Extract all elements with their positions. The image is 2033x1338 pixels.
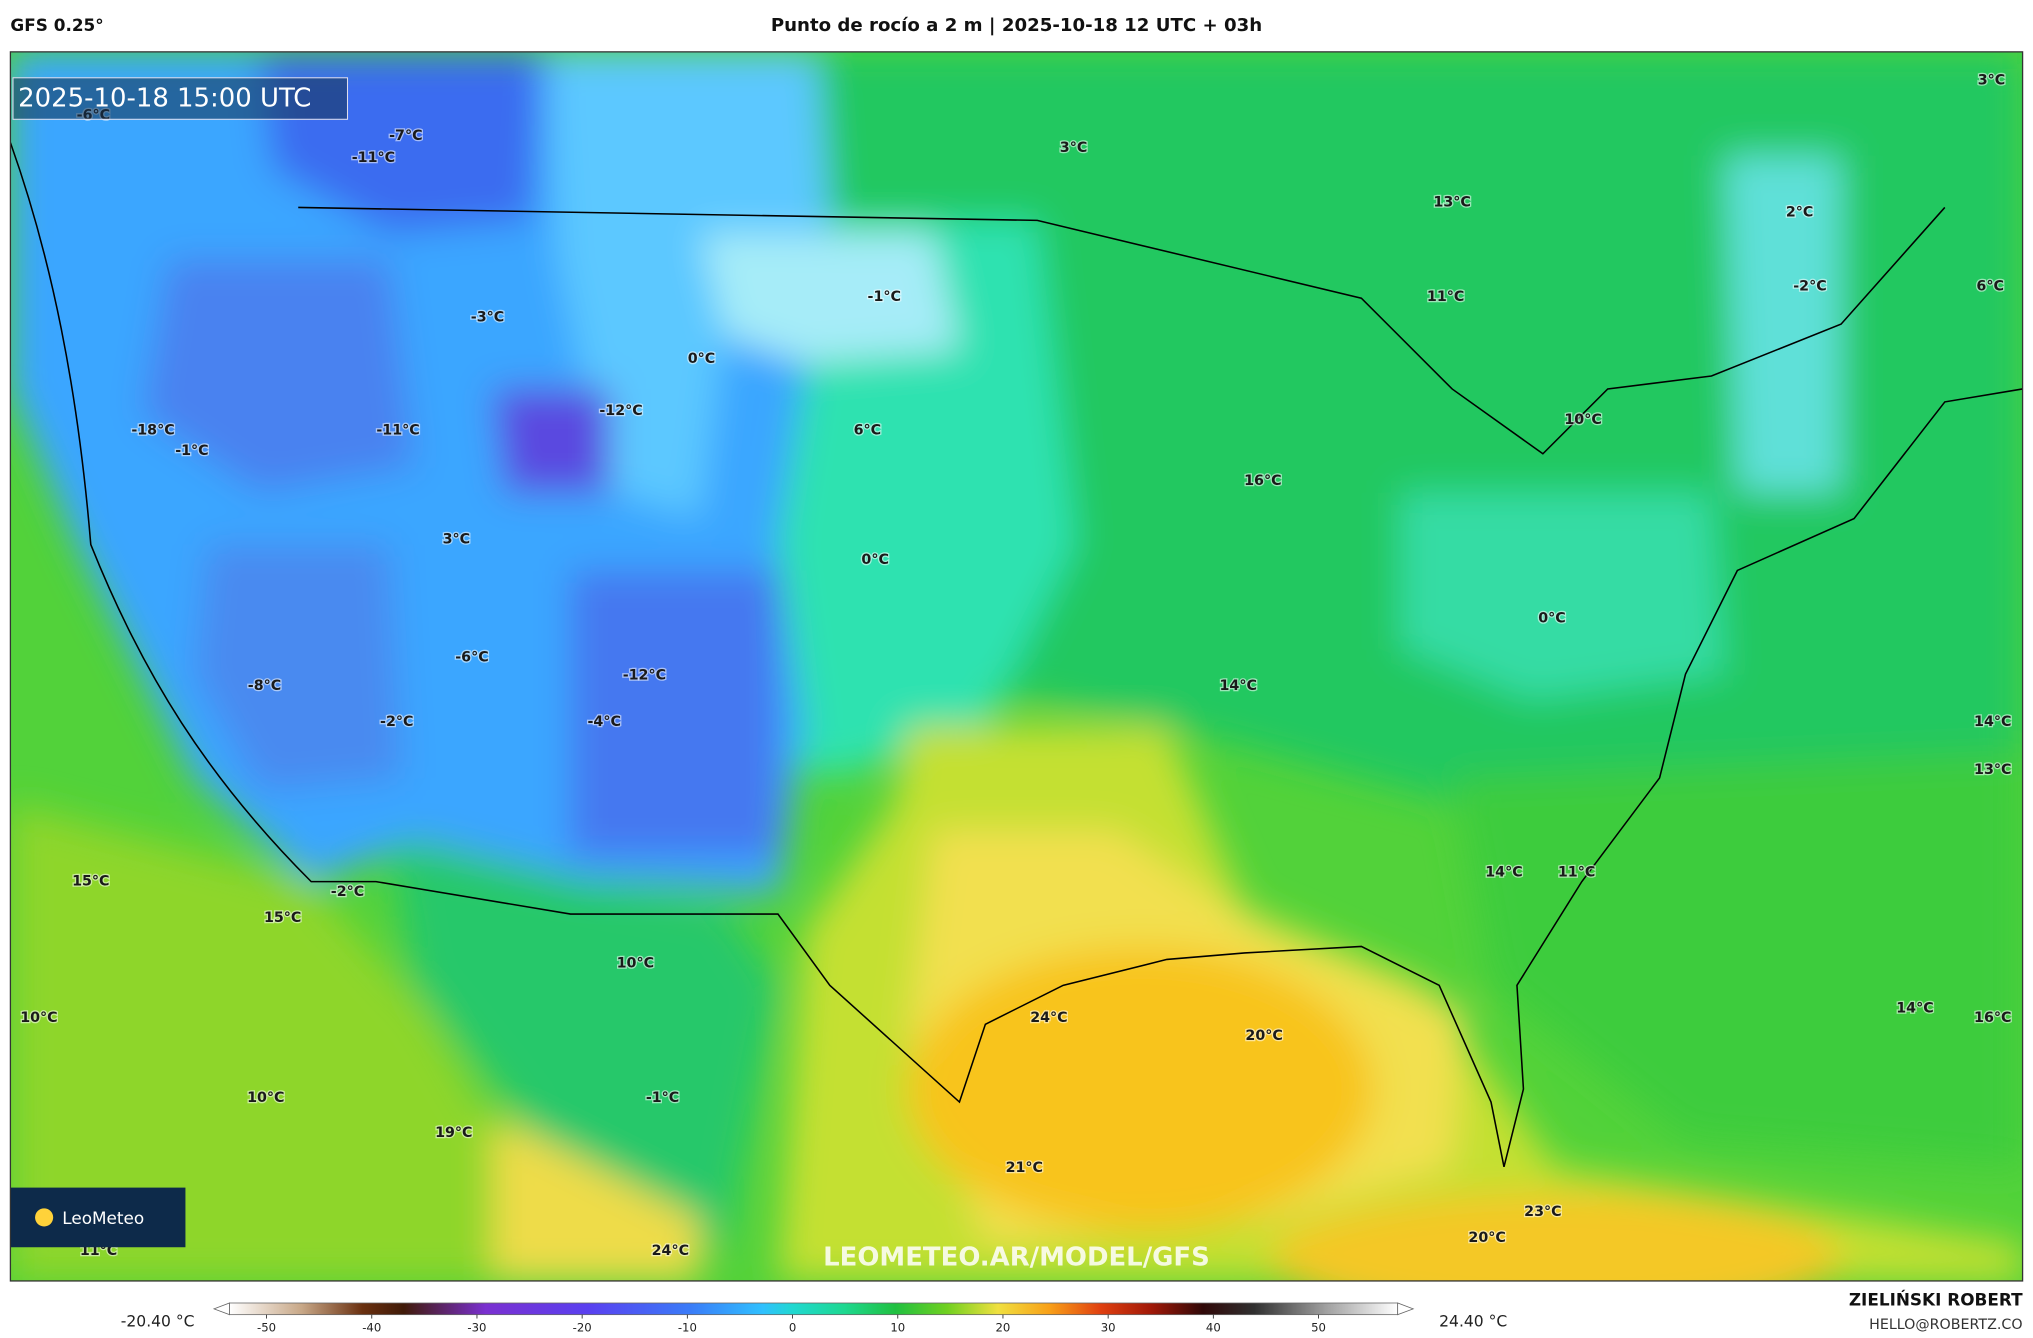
- map-label: 14°C: [1219, 678, 1256, 694]
- map-label: 0°C: [688, 351, 716, 367]
- coastlines: [10, 142, 2023, 1168]
- colorbar-tick-label: 50: [1311, 1321, 1326, 1335]
- map-label: 10°C: [20, 1010, 57, 1026]
- map-label: 0°C: [861, 552, 888, 568]
- colorbar-tick-label: 10: [890, 1321, 905, 1335]
- timestamp-box: [12, 77, 349, 120]
- map-label: 24°C: [1030, 1010, 1067, 1026]
- map-label: -1°C: [175, 443, 208, 459]
- map-label: 14°C: [1485, 865, 1522, 881]
- colorbar-scale: [229, 1302, 1399, 1316]
- colorbar-right-end: [1397, 1302, 1415, 1316]
- map-label: 21°C: [1006, 1160, 1043, 1176]
- map-label: -12°C: [623, 667, 666, 683]
- logo-sun: [35, 1208, 54, 1227]
- map-label: -3°C: [471, 310, 504, 326]
- map-label: -18°C: [131, 422, 174, 438]
- colorbar-tick-label: -20: [573, 1321, 592, 1335]
- map-label: 19°C: [435, 1125, 472, 1141]
- map-label: 10°C: [1564, 412, 1601, 428]
- map-label: -8°C: [248, 678, 281, 694]
- map-label: -1°C: [868, 289, 901, 305]
- map-label: 15°C: [72, 874, 109, 890]
- colorbar: -50 -40 -30 -20 -10 0 10 20 30 40 50 -20.40 °C 24.40…: [121, 1302, 1507, 1335]
- map-label: 14°C: [1896, 1001, 1933, 1017]
- colorbar-tick-label: -40: [362, 1321, 381, 1335]
- email: HELLO@ROBERTZ.CO: [1869, 1317, 2022, 1333]
- map-label: 24°C: [652, 1243, 689, 1259]
- map-label: -2°C: [1793, 279, 1826, 295]
- map-label: 6°C: [1976, 279, 2004, 295]
- map-label: 23°C: [1524, 1204, 1561, 1220]
- colorbar-tick-label: 40: [1206, 1321, 1221, 1335]
- colorbar-min: -20.40 °C: [121, 1312, 195, 1330]
- model-name: GFS 0.25°: [10, 15, 103, 35]
- colorbar-tick-label: -30: [467, 1321, 486, 1335]
- colorbar-tick-label: -50: [257, 1321, 276, 1335]
- map-label: -1°C: [646, 1090, 679, 1106]
- map-labels: -6°C -7°C -11°C 3°C 13°C 2°C -2°C 6°C 3°C -1°C 11°…: [19, 71, 2013, 1260]
- colorbar-max: 24.40 °C: [1439, 1312, 1507, 1330]
- map-label: 16°C: [1244, 473, 1281, 489]
- map-label: 2°C: [1786, 205, 1814, 221]
- map-label: -4°C: [587, 714, 620, 730]
- map-label: 6°C: [854, 422, 882, 438]
- author: ZIELIŃSKI ROBERT: [1849, 1289, 2023, 1310]
- map-title: Punto de rocío a 2 m | 2025-10-18 12 UTC…: [771, 15, 1262, 36]
- colorbar-left-end: [212, 1302, 230, 1316]
- map-label: 15°C: [264, 910, 301, 926]
- map-label: -2°C: [331, 884, 364, 900]
- map-label: 11°C: [1427, 289, 1464, 305]
- map-label: 16°C: [1974, 1010, 2011, 1026]
- watermark: LEOMETEO.AR/MODEL/GFS: [823, 1242, 1210, 1272]
- map-label: -2°C: [380, 714, 413, 730]
- map-label: -6°C: [455, 649, 488, 665]
- map-area: -6°C -7°C -11°C 3°C 13°C 2°C -2°C 6°C 3°C -1°C 11°…: [10, 51, 2023, 1281]
- map-label: 11°C: [1558, 865, 1595, 881]
- colorbar-tick-label: 30: [1101, 1321, 1116, 1335]
- map-label: -7°C: [389, 128, 422, 144]
- map-label: 13°C: [1974, 762, 2011, 778]
- map-label: 10°C: [617, 955, 654, 971]
- map-label: 3°C: [1978, 72, 2006, 88]
- colorbar-tick-label: 0: [789, 1321, 796, 1335]
- colorbar-tick-label: 20: [996, 1321, 1011, 1335]
- map-label: -12°C: [599, 403, 642, 419]
- map-label: -11°C: [376, 422, 419, 438]
- map-label: 10°C: [247, 1090, 284, 1106]
- logo-text: LeoMeteo: [62, 1208, 144, 1228]
- map-label: 3°C: [1060, 140, 1088, 156]
- colorbar-tick-label: -10: [678, 1321, 697, 1335]
- map-label: -11°C: [352, 150, 395, 166]
- map-label: 0°C: [1538, 610, 1566, 626]
- map-frame: [9, 51, 2024, 1282]
- map-label: 3°C: [443, 531, 471, 547]
- map-label: 20°C: [1245, 1028, 1282, 1044]
- map-label: 14°C: [1974, 714, 2011, 730]
- timestamp: 2025-10-18 15:00 UTC: [18, 83, 311, 113]
- map-label: 20°C: [1468, 1230, 1505, 1246]
- map-label: 13°C: [1433, 194, 1470, 210]
